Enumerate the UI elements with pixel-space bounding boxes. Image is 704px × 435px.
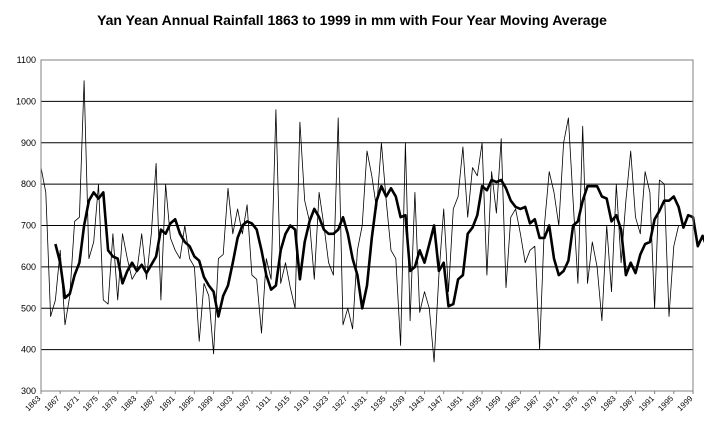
plot-frame [40, 59, 694, 392]
x-tick-label: 1931 [349, 394, 368, 413]
x-tick-label: 1923 [311, 394, 330, 413]
x-tick-label: 1971 [541, 394, 560, 413]
x-tick-label: 1919 [292, 394, 311, 413]
y-tick-label: 1100 [17, 55, 36, 65]
y-tick-label: 600 [21, 262, 36, 272]
x-tick-label: 1871 [62, 394, 81, 413]
x-tick-label: 1867 [43, 394, 62, 413]
series-line-moving-average [54, 178, 704, 318]
y-tick-label: 700 [21, 221, 36, 231]
x-tick-label: 1999 [675, 394, 694, 413]
y-tick-label: 300 [21, 386, 36, 396]
x-tick-label: 1891 [158, 394, 177, 413]
x-tick-label: 1947 [426, 394, 445, 413]
x-tick-label: 1911 [254, 394, 273, 413]
x-axis-ticks: 1863 1867 1871 1875 1879 1883 1887 1891 1895 1899… [23, 391, 695, 413]
y-tick-label: 500 [21, 303, 36, 313]
x-tick-label: 1939 [388, 394, 407, 413]
x-tick-label: 1895 [177, 394, 196, 413]
y-tick-label: 1000 [16, 96, 36, 106]
x-tick-label: 1935 [369, 394, 388, 413]
x-tick-label: 1963 [503, 394, 522, 413]
x-tick-label: 1975 [560, 394, 579, 413]
grid-lines [41, 100, 693, 351]
x-tick-label: 1987 [618, 394, 637, 413]
y-tick-label: 900 [21, 138, 36, 148]
series-layer [40, 80, 704, 363]
x-tick-label: 1967 [522, 394, 541, 413]
x-tick-label: 1887 [139, 394, 158, 413]
chart-title: Yan Yean Annual Rainfall 1863 to 1999 in… [97, 12, 607, 28]
x-tick-label: 1951 [445, 394, 464, 413]
x-tick-label: 1903 [215, 394, 234, 413]
x-tick-label: 1883 [119, 394, 138, 413]
x-tick-label: 1863 [23, 394, 42, 413]
x-tick-label: 1943 [407, 394, 426, 413]
x-tick-label: 1915 [273, 394, 292, 413]
x-tick-label: 1927 [330, 394, 349, 413]
x-tick-label: 1907 [234, 394, 253, 413]
x-tick-label: 1959 [484, 394, 503, 413]
x-tick-label: 1991 [637, 394, 656, 413]
y-tick-label: 800 [21, 179, 36, 189]
x-tick-label: 1983 [599, 394, 618, 413]
x-tick-label: 1875 [81, 394, 100, 413]
y-tick-label: 400 [21, 345, 36, 355]
x-tick-label: 1955 [465, 394, 484, 413]
x-tick-label: 1979 [580, 394, 599, 413]
x-tick-label: 1899 [196, 394, 215, 413]
x-tick-label: 1995 [656, 394, 675, 413]
y-axis-ticks: 300 400 500 600 700 800 900 1000 1100 [16, 55, 36, 396]
x-tick-label: 1879 [100, 394, 119, 413]
series-line-annual-rainfall [40, 80, 679, 363]
